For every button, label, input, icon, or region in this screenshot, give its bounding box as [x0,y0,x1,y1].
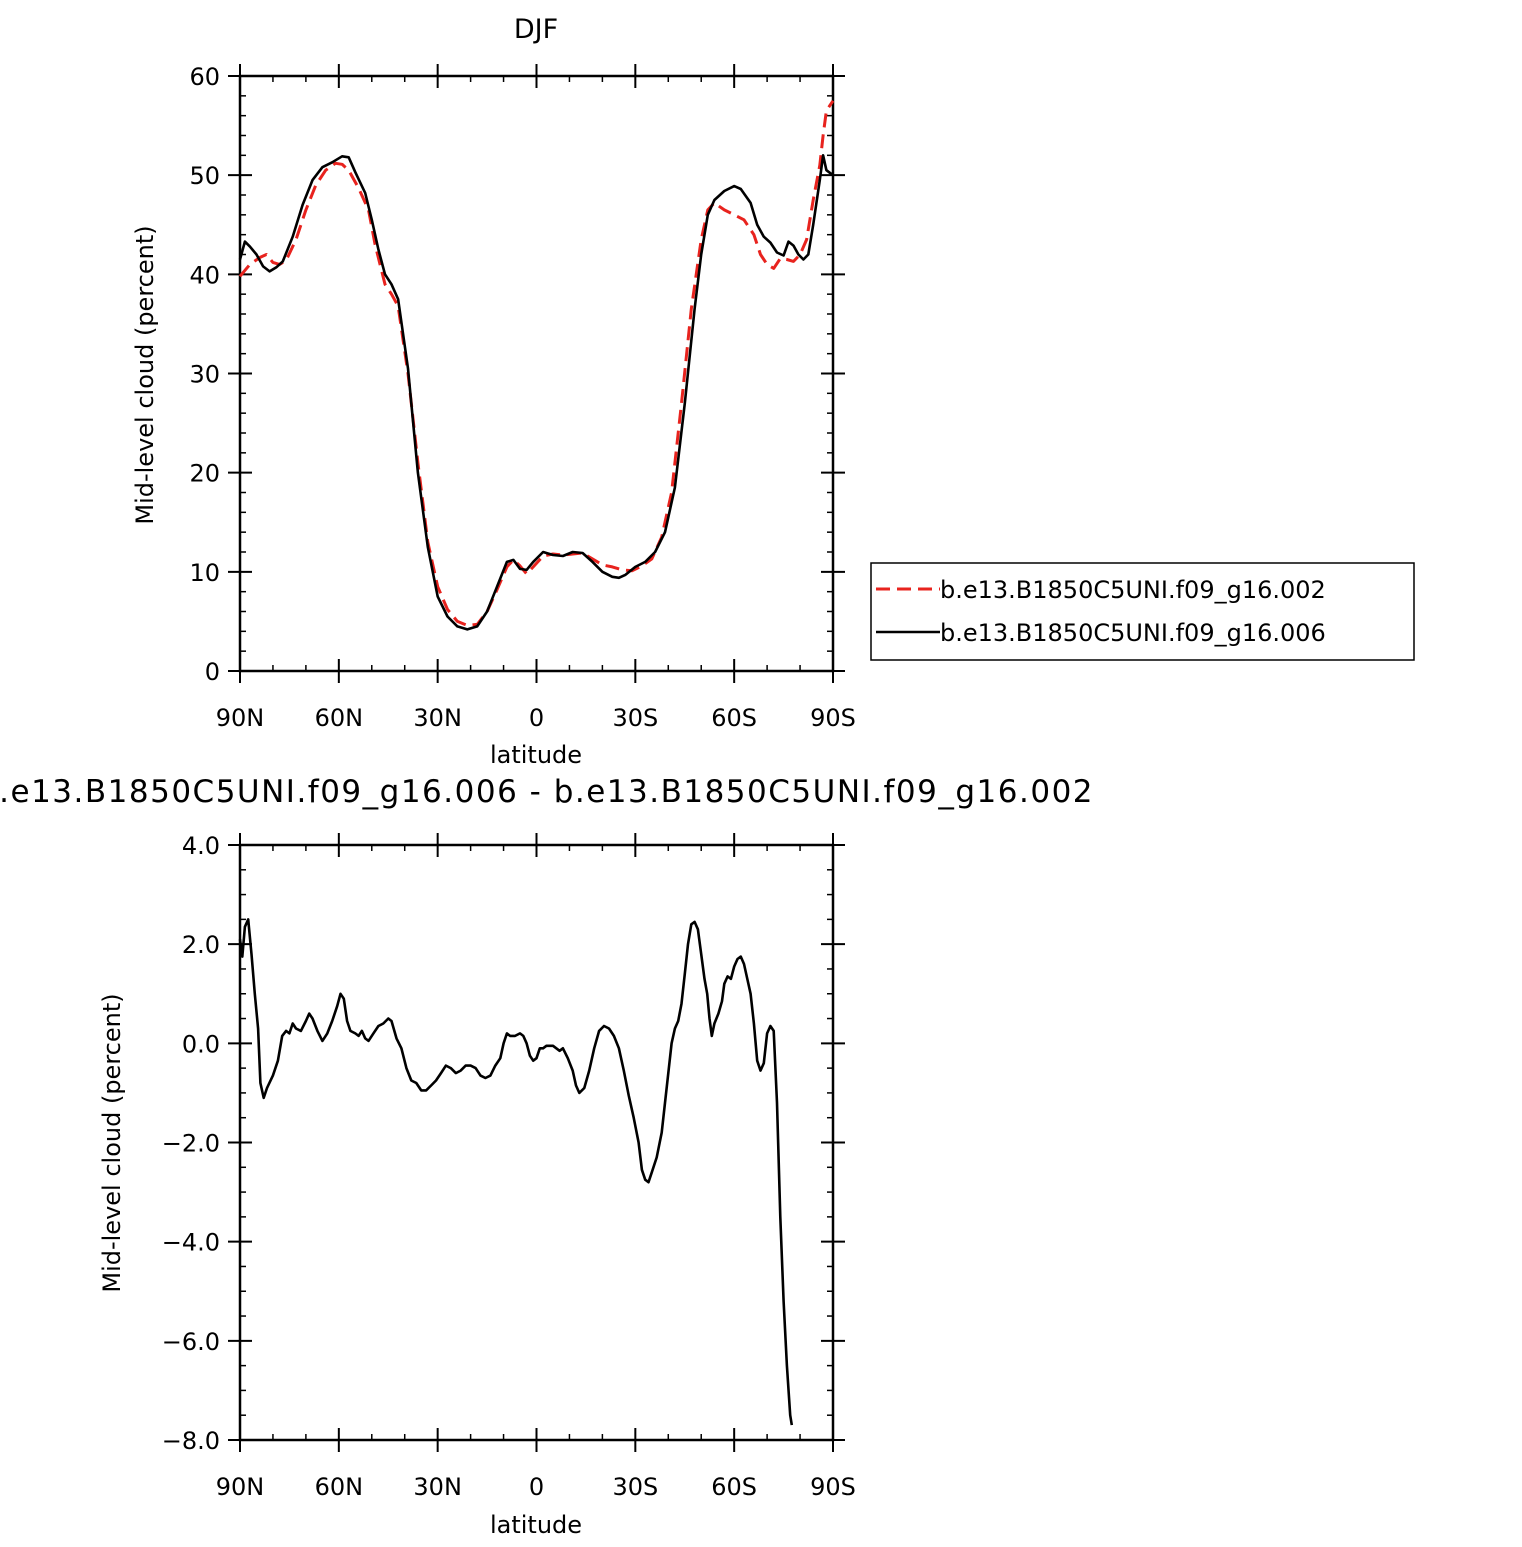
x-tick-label: 60S [711,1473,757,1501]
top-x-axis-label: latitude [490,741,582,769]
y-tick-label: −8.0 [162,1427,220,1455]
bottom-chart-title: b.e13.B1850C5UNI.f09_g16.006 - b.e13.B18… [0,774,1094,810]
x-tick-label: 30S [612,704,658,732]
y-tick-label: 50 [189,162,220,190]
x-tick-label: 30N [413,704,462,732]
bottom-y-tick-labels: −8.0 −6.0 −4.0 −2.0 0.0 2.0 4.0 [162,832,220,1455]
top-chart: DJF 0 10 20 30 40 50 60 90N 60N 30N 0 30S 60S 90S la… [131,14,856,769]
x-tick-label: 30S [612,1473,658,1501]
legend: b.e13.B1850C5UNI.f09_g16.002 b.e13.B1850… [870,562,1415,661]
bot-series-line-0 [238,918,794,1426]
legend-label-002: b.e13.B1850C5UNI.f09_g16.002 [940,576,1326,604]
x-tick-label: 60N [315,1473,364,1501]
y-tick-label: 4.0 [182,832,220,860]
y-tick-label: −6.0 [162,1328,220,1356]
x-tick-label: 30N [413,1473,462,1501]
bottom-plot-frame [238,843,835,1442]
x-tick-label: 90S [810,704,856,732]
top-chart-title: DJF [514,14,558,45]
top-tick-marks [228,64,845,683]
y-tick-label: 20 [189,460,220,488]
x-tick-label: 90N [216,1473,265,1501]
legend-label-006: b.e13.B1850C5UNI.f09_g16.006 [940,619,1326,647]
y-tick-label: −2.0 [162,1130,220,1158]
bottom-y-axis-label: Mid-level cloud (percent) [98,993,126,1292]
bottom-chart: b.e13.B1850C5UNI.f09_g16.006 - b.e13.B18… [0,774,1094,1539]
top-series-lines [238,99,835,631]
y-tick-label: 60 [189,63,220,91]
y-tick-label: 40 [189,261,220,289]
x-tick-label: 0 [529,704,544,732]
x-tick-label: 90N [216,704,265,732]
y-tick-label: 30 [189,361,220,389]
x-tick-label: 90S [810,1473,856,1501]
top-x-tick-labels: 90N 60N 30N 0 30S 60S 90S [216,704,856,732]
y-tick-label: 0 [205,658,220,686]
bottom-x-tick-labels: 90N 60N 30N 0 30S 60S 90S [216,1473,856,1501]
y-tick-label: −4.0 [162,1229,220,1257]
top-y-tick-labels: 0 10 20 30 40 50 60 [189,63,220,686]
y-tick-label: 10 [189,559,220,587]
x-tick-label: 60S [711,704,757,732]
y-tick-label: 0.0 [182,1030,220,1058]
x-tick-label: 0 [529,1473,544,1501]
x-tick-label: 60N [315,704,364,732]
legend-box [870,562,1415,661]
top-y-axis-label: Mid-level cloud (percent) [131,225,159,524]
y-tick-label: 2.0 [182,931,220,959]
bottom-tick-marks [228,833,845,1452]
bottom-x-axis-label: latitude [490,1511,582,1539]
bottom-series-lines [238,918,794,1426]
top-series-line-0 [238,99,835,627]
top-series-line-1 [238,154,834,631]
